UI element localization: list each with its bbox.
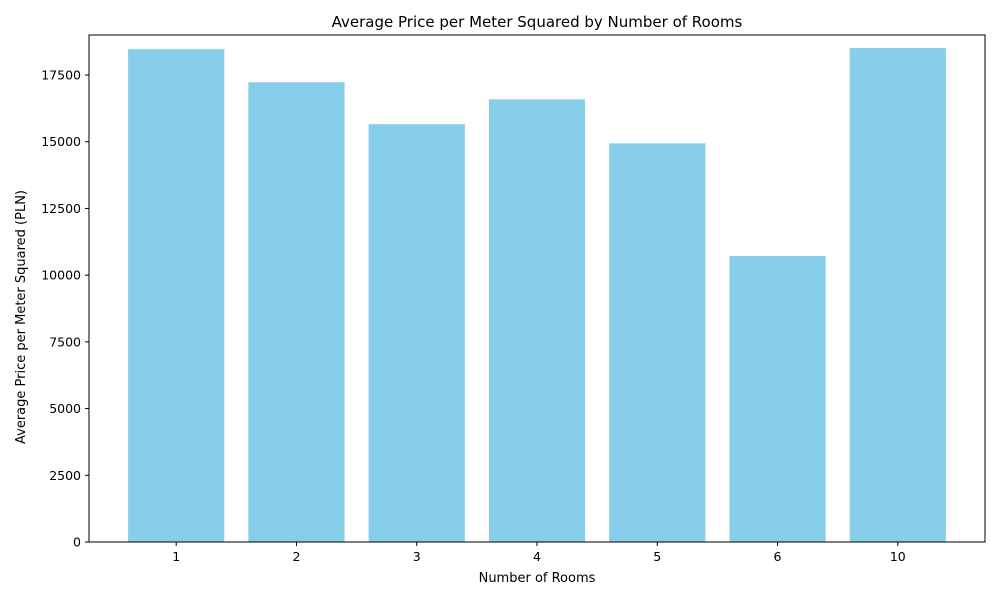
chart-title: Average Price per Meter Squared by Numbe… (332, 13, 743, 31)
y-tick-label: 0 (73, 535, 81, 550)
bar-3 (368, 124, 465, 543)
bars-layer (128, 48, 946, 543)
y-tick-label: 7500 (49, 334, 81, 349)
y-tick-label: 5000 (49, 401, 81, 416)
x-tick-label: 5 (653, 549, 661, 564)
x-tick-label: 1 (172, 549, 180, 564)
y-axis-label: Average Price per Meter Squared (PLN) (14, 190, 29, 444)
y-axis-ticks: 0 2500 5000 7500 10000 12500 15000 17500 (41, 68, 89, 550)
y-tick-label: 2500 (49, 468, 81, 483)
bar-4 (488, 99, 586, 542)
x-axis-ticks: 1 2 3 4 5 6 10 (172, 542, 906, 564)
x-tick-label: 2 (292, 549, 300, 564)
bar-10 (849, 48, 946, 543)
y-tick-label: 17500 (41, 68, 81, 83)
x-axis-label: Number of Rooms (479, 571, 596, 586)
x-tick-label: 10 (890, 549, 906, 564)
y-tick-label: 12500 (41, 201, 81, 216)
bar-2 (248, 82, 345, 543)
bar-5 (609, 143, 706, 542)
x-tick-label: 6 (774, 549, 782, 564)
bar-6 (729, 255, 826, 543)
x-tick-label: 3 (413, 549, 421, 564)
y-tick-label: 10000 (41, 268, 81, 283)
y-tick-label: 15000 (41, 134, 81, 149)
x-tick-label: 4 (533, 549, 541, 564)
bar-1 (128, 49, 225, 542)
plot-frame (88, 34, 986, 543)
